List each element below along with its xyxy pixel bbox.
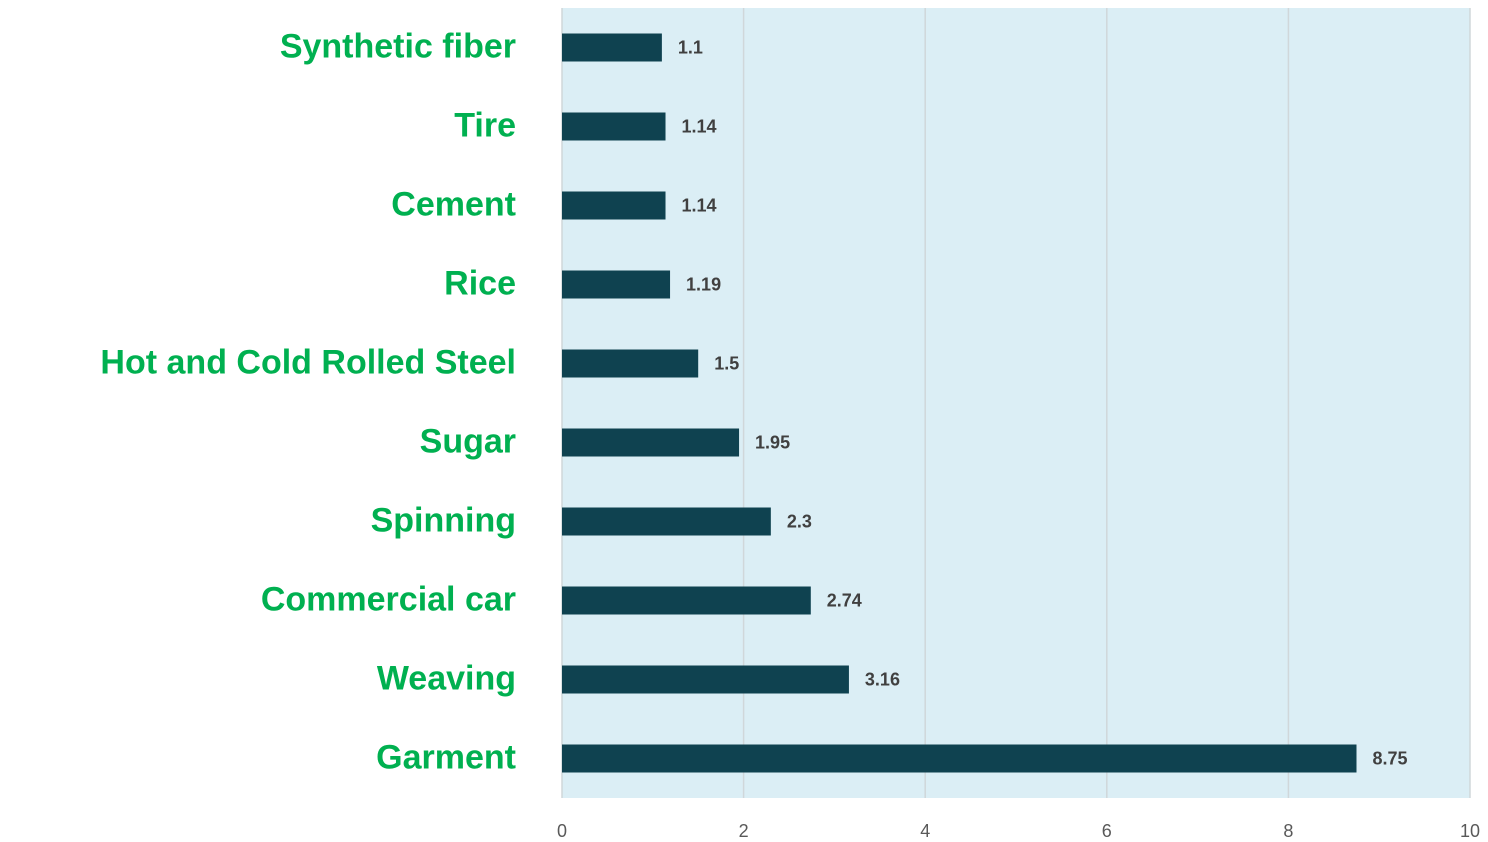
bar bbox=[562, 349, 699, 378]
bar bbox=[562, 191, 666, 220]
bar bbox=[562, 507, 771, 536]
data-label: 1.5 bbox=[714, 353, 739, 373]
y-tick-label: Cement bbox=[391, 185, 516, 223]
data-label: 2.3 bbox=[787, 511, 812, 531]
y-tick-label: Sugar bbox=[420, 422, 516, 460]
data-label: 1.1 bbox=[678, 37, 703, 57]
y-tick-label: Weaving bbox=[377, 659, 516, 697]
data-label: 1.14 bbox=[682, 116, 717, 136]
data-label: 1.14 bbox=[682, 195, 717, 215]
data-label: 1.95 bbox=[755, 432, 790, 452]
y-tick-label: Garment bbox=[376, 738, 516, 776]
data-label: 8.75 bbox=[1373, 748, 1408, 768]
y-tick-label: Commercial car bbox=[261, 580, 516, 618]
y-tick-label: Spinning bbox=[371, 501, 516, 539]
x-tick-label: 4 bbox=[920, 821, 930, 841]
y-tick-label: Hot and Cold Rolled Steel bbox=[100, 343, 516, 381]
bar bbox=[562, 665, 849, 694]
y-tick-label: Synthetic fiber bbox=[280, 27, 516, 65]
bar bbox=[562, 270, 671, 299]
bar bbox=[562, 112, 666, 141]
x-tick-label: 10 bbox=[1460, 821, 1480, 841]
x-tick-label: 8 bbox=[1283, 821, 1293, 841]
bar bbox=[562, 744, 1357, 773]
x-tick-label: 2 bbox=[739, 821, 749, 841]
data-label: 3.16 bbox=[865, 669, 900, 689]
bar bbox=[562, 428, 740, 457]
x-tick-label: 0 bbox=[557, 821, 567, 841]
y-tick-label: Tire bbox=[454, 106, 516, 144]
data-label: 2.74 bbox=[827, 590, 862, 610]
y-tick-label: Rice bbox=[444, 264, 516, 302]
bar bbox=[562, 33, 662, 62]
data-label: 1.19 bbox=[686, 274, 721, 294]
x-tick-label: 6 bbox=[1102, 821, 1112, 841]
bar bbox=[562, 586, 811, 615]
